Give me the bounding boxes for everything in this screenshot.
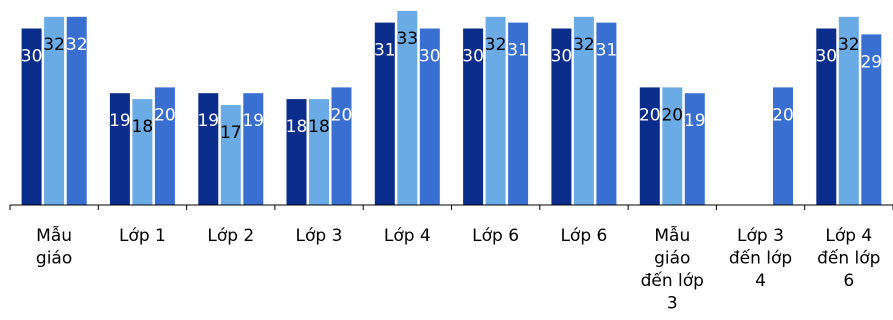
data-label-s2-c7: 19 (684, 111, 706, 131)
bar-s0-c6 (551, 28, 572, 205)
x-tick-label-3: Lớp 3 (296, 226, 343, 246)
bar-s0-c4 (374, 22, 395, 205)
data-label-s0-c7: 20 (639, 105, 661, 125)
data-label-s1-c1: 18 (132, 117, 154, 137)
bar-s2-c2 (243, 93, 264, 205)
bar-s2-c0 (66, 16, 87, 205)
data-label-s2-c2: 19 (242, 111, 264, 131)
bar-s1-c7 (662, 87, 683, 205)
bar-s2-c1 (154, 87, 175, 205)
bar-s0-c1 (109, 93, 130, 205)
bar-s1-c6 (573, 16, 594, 205)
bar-s0-c9 (816, 28, 837, 205)
x-tick-label-1: Lớp 1 (119, 226, 166, 246)
bar-s2-c3 (331, 87, 352, 205)
data-label-s1-c4: 33 (396, 29, 418, 49)
bar-s1-c3 (309, 99, 329, 205)
x-tick-label-7: Mẫu giáo đến lớp 3 (641, 225, 704, 314)
data-label-s1-c6: 32 (573, 35, 595, 55)
data-label-s2-c0: 32 (66, 35, 88, 55)
data-label-s0-c4: 31 (374, 41, 396, 61)
data-label-s0-c6: 30 (551, 47, 573, 67)
x-tick-label-4: Lớp 4 (384, 226, 431, 246)
x-tick-label-6: Lớp 6 (560, 226, 607, 246)
x-tick-label-9: Lớp 4 đến lớp 6 (817, 226, 880, 291)
data-label-s2-c6: 31 (596, 41, 618, 61)
data-label-s1-c2: 17 (220, 123, 242, 143)
bar-s1-c4 (397, 10, 418, 206)
bar-s1-c5 (485, 16, 506, 205)
bar-s0-c7 (639, 87, 660, 205)
data-label-s2-c9: 29 (860, 52, 882, 72)
data-label-s1-c3: 18 (308, 117, 330, 137)
x-tick-label-0: Mẫu giáo (36, 225, 72, 269)
data-label-s1-c9: 32 (838, 35, 860, 55)
bars-layer (21, 10, 882, 206)
bar-s0-c5 (463, 28, 484, 205)
bar-s1-c2 (220, 105, 241, 205)
bar-s0-c3 (286, 99, 307, 205)
data-label-s2-c1: 20 (154, 105, 176, 125)
x-tick-label-2: Lớp 2 (207, 226, 254, 246)
bar-s2-c8 (773, 87, 793, 205)
data-label-s0-c3: 18 (286, 117, 308, 137)
data-label-s1-c7: 20 (661, 105, 683, 125)
x-tick-label-5: Lớp 6 (472, 226, 519, 246)
data-label-s0-c5: 30 (462, 47, 484, 67)
x-axis (9, 204, 893, 210)
bar-s0-c2 (198, 93, 219, 205)
data-label-s0-c9: 30 (815, 47, 837, 67)
bar-s2-c7 (684, 93, 705, 205)
data-label-s2-c8: 20 (772, 105, 794, 125)
data-label-s0-c0: 30 (21, 47, 43, 67)
data-label-s1-c5: 32 (485, 35, 507, 55)
data-label-s1-c0: 32 (43, 35, 65, 55)
bar-s1-c0 (44, 16, 65, 205)
data-label-s2-c3: 20 (331, 105, 353, 125)
bar-s2-c6 (596, 22, 617, 205)
data-label-s2-c5: 31 (507, 41, 529, 61)
bar-s2-c4 (419, 28, 440, 205)
data-label-s2-c4: 30 (419, 47, 441, 67)
data-label-s0-c1: 19 (109, 111, 131, 131)
x-tick-label-8: Lớp 3 đến lớp 4 (729, 226, 792, 291)
bar-s1-c1 (132, 99, 153, 205)
bar-s2-c9 (861, 34, 882, 206)
data-label-s0-c2: 19 (197, 111, 219, 131)
bar-s2-c5 (508, 22, 529, 205)
bar-s1-c9 (838, 16, 859, 205)
bar-s0-c0 (21, 28, 42, 205)
